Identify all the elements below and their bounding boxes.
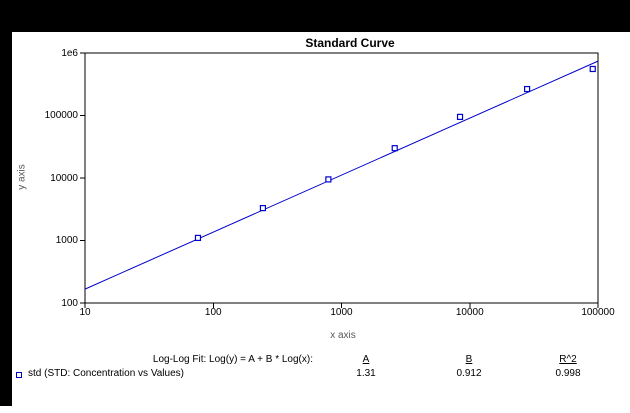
- column-header-a: A: [362, 354, 370, 365]
- series-legend-marker-icon: [16, 372, 22, 378]
- canvas-corner-notch: [0, 406, 12, 413]
- x-tick-label: 100000: [581, 307, 615, 318]
- x-tick-label: 10000: [455, 307, 484, 318]
- y-tick-label: 10000: [50, 172, 78, 184]
- fit-value-a: 1.31: [356, 368, 376, 379]
- y-tick-label: 1000: [55, 235, 78, 246]
- x-tick-label: 10: [79, 307, 91, 318]
- column-header-r2: R^2: [559, 354, 577, 365]
- x-axis-title: x axis: [330, 330, 356, 341]
- y-tick-label: 1e6: [61, 47, 78, 59]
- chart-canvas: [12, 32, 630, 413]
- y-tick-label: 100: [61, 297, 78, 309]
- fit-value-r2: 0.998: [555, 368, 581, 379]
- chart-title: Standard Curve: [305, 36, 395, 50]
- x-tick-label: 100: [204, 307, 222, 318]
- series-label: std (STD: Concentration vs Values): [28, 368, 184, 379]
- column-header-b: B: [465, 354, 473, 365]
- fit-equation-label: Log-Log Fit: Log(y) = A + B * Log(x):: [152, 354, 313, 365]
- y-tick-label: 100000: [44, 110, 78, 121]
- fit-value-b: 0.912: [456, 368, 482, 379]
- x-tick-label: 1000: [330, 307, 353, 318]
